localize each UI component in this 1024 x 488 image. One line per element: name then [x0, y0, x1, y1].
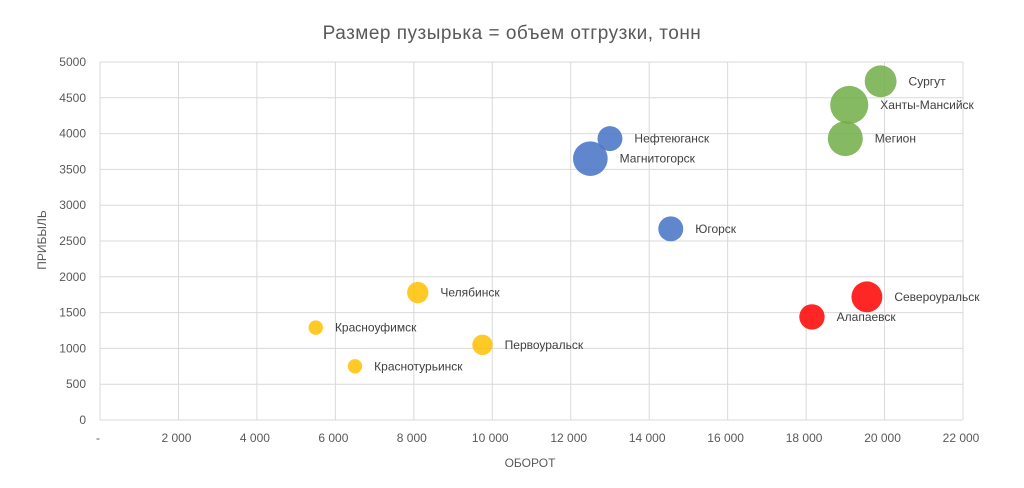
bubble-label: Первоуральск	[505, 338, 584, 352]
bubble	[851, 281, 883, 313]
y-tick-label: 4000	[59, 127, 86, 141]
bubble	[472, 334, 493, 356]
bubble-label: Мегион	[875, 132, 916, 146]
bubble-label: Магнитогорск	[620, 152, 696, 166]
x-tick-label: 20 000	[864, 431, 901, 445]
y-tick-label: 1500	[59, 306, 86, 320]
y-tick-label: 4500	[59, 91, 86, 105]
x-tick-label: 14 000	[629, 431, 666, 445]
bubble	[658, 216, 684, 242]
y-tick-label: 2000	[59, 270, 86, 284]
y-axis-label: ПРИБЫЛЬ	[35, 210, 49, 270]
gridlines	[99, 61, 964, 421]
x-tick-label: 22 000	[943, 431, 980, 445]
bubble-label: Североуральск	[894, 290, 980, 304]
x-tick-label: 8 000	[397, 431, 427, 445]
bubble	[827, 121, 863, 157]
bubble	[830, 85, 869, 125]
x-axis-label: ОБОРОТ	[505, 456, 556, 470]
x-tick-label: -	[96, 431, 100, 445]
chart-title: Размер пузырька = объем отгрузки, тонн	[323, 23, 702, 44]
x-tick-label: 12 000	[550, 431, 587, 445]
x-axis-ticks: - 2 000 4 000 6 000 8 000 10 000 12 000 14 000 1…	[96, 431, 980, 445]
bubble-label: Ханты-Мансийск	[880, 98, 974, 112]
bubble-label: Красноуфимск	[335, 321, 417, 335]
y-tick-label: 500	[66, 377, 86, 391]
y-tick-label: 3500	[59, 162, 86, 176]
bubble-label: Югорск	[695, 222, 737, 236]
x-tick-label: 16 000	[707, 431, 744, 445]
bubble	[799, 304, 825, 330]
bubble	[407, 281, 429, 304]
bubble-labels: Челябинск Красноуфимск Первоуральск Краснот…	[335, 74, 980, 373]
y-axis-ticks: 0 500 1000 1500 2000 2500 3000 3500 4000 4500 5000	[59, 55, 86, 427]
x-tick-label: 10 000	[472, 431, 509, 445]
bubble	[864, 65, 897, 98]
y-tick-label: 5000	[59, 55, 86, 69]
y-tick-label: 1000	[59, 341, 86, 355]
y-tick-label: 2500	[59, 234, 86, 248]
bubble	[597, 126, 623, 152]
bubble	[573, 141, 608, 176]
bubble	[308, 320, 323, 335]
x-tick-label: 18 000	[786, 431, 823, 445]
bubbles	[308, 65, 897, 374]
bubble-label: Сургут	[909, 74, 947, 88]
bubble-label: Нефтеюганск	[634, 132, 709, 146]
bubble	[347, 359, 363, 374]
x-tick-label: 2 000	[161, 431, 191, 445]
x-tick-label: 6 000	[318, 431, 348, 445]
y-tick-label: 0	[79, 413, 86, 427]
bubble-label: Алапаевск	[837, 310, 897, 324]
bubble-label: Челябинск	[440, 286, 500, 300]
x-tick-label: 4 000	[240, 431, 270, 445]
y-tick-label: 3000	[59, 198, 86, 212]
bubble-label: Краснотурьинск	[374, 359, 463, 373]
